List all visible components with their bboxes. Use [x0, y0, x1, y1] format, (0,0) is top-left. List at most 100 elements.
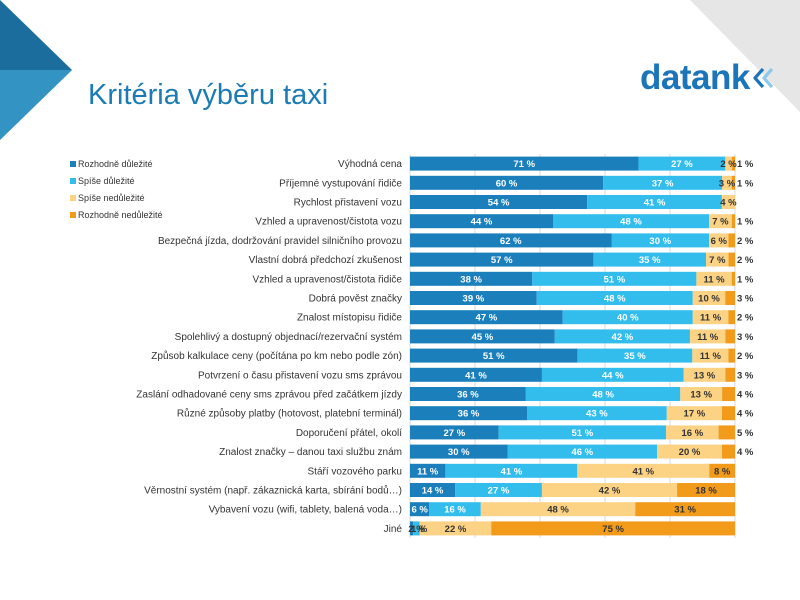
- data-label: 7 %: [709, 255, 726, 266]
- bar-segment-strong-important: [410, 367, 542, 382]
- chevron-left-icon: [753, 67, 774, 89]
- data-label: 11 %: [704, 274, 726, 285]
- data-label: 48 %: [604, 294, 626, 305]
- category-label: Zaslání odhadované ceny sms zprávou před…: [136, 390, 402, 401]
- bar-segment-strong-important: [410, 348, 578, 363]
- legend-label: Spíše nedůležité: [78, 193, 145, 203]
- legend-label: Rozhodně nedůležité: [78, 210, 163, 220]
- data-label: 11 %: [700, 351, 722, 362]
- category-label: Věrnostní systém (např. zákaznická karta…: [144, 485, 402, 497]
- data-label: 22 %: [445, 524, 467, 535]
- data-label: 2 %: [737, 236, 754, 247]
- data-label: 13 %: [690, 390, 712, 401]
- data-label: 2 %: [737, 255, 754, 266]
- bar-segment-somewhat-important: [507, 444, 657, 459]
- data-label: 51 %: [572, 428, 594, 439]
- chart-legend: Rozhodně důležité Spíše důležité Spíše n…: [70, 156, 163, 224]
- data-label: 46 %: [571, 447, 593, 458]
- bar-segment-somewhat-important: [593, 252, 707, 267]
- bar-segment-strong-important: [410, 502, 430, 517]
- category-label: Rychlost přistavení vozu: [294, 198, 402, 209]
- data-label: 1 %: [737, 159, 754, 170]
- bar-segment-strong-unimportant: [731, 214, 735, 229]
- data-label: 45 %: [472, 332, 494, 343]
- category-label: Spolehlivý a dostupný objednací/rezervač…: [175, 332, 402, 343]
- data-label: 36 %: [457, 390, 479, 401]
- bar-segment-strong-unimportant: [728, 348, 735, 363]
- data-label: 35 %: [639, 255, 661, 266]
- bar-segment-strong-important: [410, 425, 499, 440]
- bar-segment-strong-unimportant: [725, 329, 735, 344]
- data-label: 37 %: [652, 178, 674, 189]
- bar-segment-somewhat-important: [553, 214, 709, 229]
- data-label: 7 %: [712, 217, 729, 228]
- bar-segment-strong-important: [410, 291, 537, 305]
- data-label: 44 %: [602, 370, 624, 381]
- bar-segment-strong-unimportant: [725, 367, 735, 382]
- category-label: Bezpečná jízda, dodržování pravidel siln…: [158, 236, 402, 247]
- legend-item-somewhat-important: Spíše důležité: [70, 173, 163, 189]
- data-label: 16 %: [681, 428, 703, 439]
- bar-segment-strong-important: [410, 387, 526, 401]
- bar-segment-somewhat-important: [587, 195, 722, 209]
- bar-segment-somewhat-important: [525, 387, 681, 401]
- data-label: 3 %: [737, 332, 754, 343]
- data-label: 1 %: [411, 524, 428, 535]
- bar-segment-somewhat-unimportant: [419, 521, 492, 536]
- category-label: Vybavení vozu (wifi, tablety, balená vod…: [209, 505, 402, 516]
- bar-segment-somewhat-unimportant: [692, 348, 729, 363]
- bar-segment-strong-unimportant: [709, 463, 735, 478]
- bar-segment-strong-important: [410, 233, 612, 248]
- bar-segment-strong-important: [410, 521, 414, 536]
- bar-segment-somewhat-unimportant: [722, 175, 732, 190]
- bar-segment-somewhat-unimportant: [706, 252, 729, 267]
- data-label: 20 %: [679, 447, 701, 458]
- data-label: 57 %: [491, 255, 513, 266]
- data-label: 30 %: [448, 447, 470, 458]
- data-label: 27 %: [488, 486, 510, 497]
- legend-swatch: [70, 178, 76, 184]
- bar-segment-somewhat-important: [638, 156, 726, 171]
- bar-segment-somewhat-important: [603, 175, 723, 190]
- data-label: 38 %: [460, 274, 482, 285]
- bar-segment-somewhat-unimportant: [577, 463, 710, 478]
- data-label: 62 %: [500, 236, 522, 247]
- data-label: 2 %: [720, 159, 737, 170]
- bar-segment-strong-unimportant: [635, 502, 735, 517]
- data-label: 4 %: [720, 198, 737, 209]
- bar-segment-strong-unimportant: [722, 387, 735, 401]
- data-label: 31 %: [674, 505, 696, 516]
- bar-segment-strong-unimportant: [722, 406, 735, 421]
- data-label: 16 %: [444, 505, 466, 516]
- legend-swatch: [70, 212, 76, 218]
- data-label: 6 %: [711, 236, 728, 247]
- bar-segment-strong-important: [410, 310, 563, 325]
- bar-segment-somewhat-important: [445, 463, 578, 478]
- bar-segment-strong-important: [410, 271, 533, 286]
- bar-segment-strong-important: [410, 195, 588, 209]
- data-label: 3 %: [719, 178, 736, 189]
- bar-segment-strong-important: [410, 252, 594, 267]
- bar-segment-strong-important: [410, 463, 446, 478]
- data-label: 35 %: [624, 351, 646, 362]
- data-label: 42 %: [612, 332, 634, 343]
- bar-segment-somewhat-important: [455, 483, 542, 497]
- bar-segment-strong-unimportant: [731, 156, 735, 171]
- bar-segment-somewhat-unimportant: [541, 483, 678, 497]
- bar-segment-strong-important: [410, 329, 555, 344]
- bar-segment-somewhat-unimportant: [696, 271, 732, 286]
- page-title: Kritéria výběru taxi: [88, 79, 329, 111]
- bar-segment-strong-unimportant: [491, 521, 735, 536]
- bar-segment-somewhat-important: [577, 348, 693, 363]
- data-label: 54 %: [488, 198, 510, 209]
- bar-segment-strong-important: [410, 483, 456, 497]
- data-label: 4 %: [737, 447, 754, 458]
- data-label: 27 %: [443, 428, 465, 439]
- category-label: Doporučení přátel, okolí: [296, 428, 402, 439]
- data-label: 11 %: [417, 466, 439, 477]
- category-label: Vzhled a upravenost/čistota vozu: [255, 217, 402, 228]
- logo-text: datank: [640, 58, 750, 97]
- category-label: Dobrá pověst značky: [309, 294, 402, 305]
- data-label: 2 %: [737, 351, 754, 362]
